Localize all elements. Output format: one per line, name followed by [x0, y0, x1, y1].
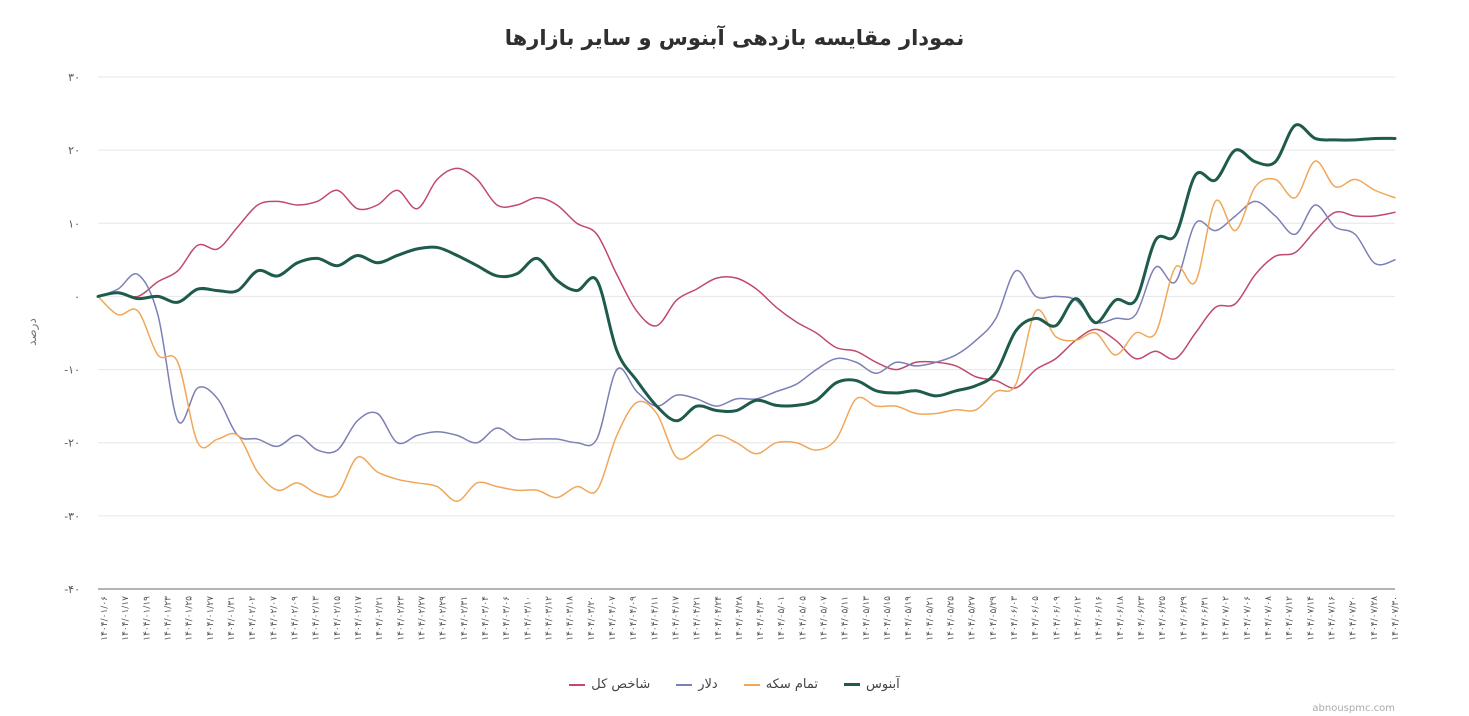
- x-tick-label: ۱۴۰۴/۰۵/۱۳: [862, 596, 872, 641]
- y-tick-label: ۰: [74, 290, 80, 303]
- x-tick-label: ۱۴۰۴/۰۶/۰۵: [1031, 596, 1041, 641]
- y-tick-label: -۳۰: [64, 510, 80, 523]
- x-tick-label: ۱۴۰۴/۰۲/۱۷: [354, 596, 364, 641]
- x-axis-ticks: ۱۴۰۴/۰۱/۰۶ ۱۴۰۴/۰۱/۱۷ ۱۴۰۴/۰۱/۱۹ ۱۴۰۴/۰۱/۲۳…: [100, 596, 1401, 641]
- y-axis-ticks: ۳۰ ۲۰ ۱۰ ۰ -۱۰ -۲۰ -۳۰ -۴۰: [64, 71, 80, 596]
- x-tick-label: ۱۴۰۴/۰۲/۱۵: [333, 596, 343, 641]
- x-tick-label: ۱۴۰۴/۰۶/۲۹: [1179, 596, 1189, 641]
- x-tick-label: ۱۴۰۴/۰۶/۱۸: [1116, 596, 1126, 641]
- chart-title: نمودار مقایسه بازدهی آبنوس و سایر بازاره…: [504, 26, 965, 50]
- x-tick-label: ۱۴۰۴/۰۴/۲۱: [693, 596, 703, 641]
- x-tick-label: ۱۴۰۴/۰۲/۰۲: [248, 596, 258, 641]
- legend-swatch-icon: [743, 683, 760, 686]
- x-tick-label: ۱۴۰۴/۰۶/۱۲: [1074, 596, 1084, 641]
- legend: آبنوس تمام سکه دلار شاخص کل: [0, 677, 1469, 692]
- y-tick-label: ۲۰: [68, 144, 80, 157]
- x-tick-label: ۱۴۰۴/۰۱/۲۵: [185, 596, 195, 641]
- x-tick-label: ۱۴۰۴/۰۴/۱۱: [650, 596, 660, 641]
- legend-swatch-icon: [676, 683, 693, 686]
- x-tick-label: ۱۴۰۴/۰۵/۲۱: [925, 596, 935, 641]
- x-tick-label: ۱۴۰۴/۰۷/۱۶: [1328, 596, 1338, 641]
- x-tick-label: ۱۴۰۴/۰۴/۰۹: [629, 596, 639, 641]
- x-tick-label: ۱۴۰۴/۰۲/۲۹: [439, 596, 449, 641]
- x-tick-label: ۱۴۰۴/۰۲/۲۷: [417, 596, 427, 641]
- y-tick-label: -۴۰: [64, 583, 80, 596]
- x-tick-label: ۱۴۰۴/۰۲/۲۳: [396, 596, 406, 641]
- series-line-index: [97, 167, 1396, 389]
- x-tick-label: ۱۴۰۴/۰۳/۰۶: [502, 596, 512, 641]
- legend-item-coin[interactable]: تمام سکه: [743, 677, 819, 692]
- y-tick-label: ۳۰: [68, 71, 80, 84]
- x-tick-label: ۱۴۰۴/۰۵/۲۵: [947, 596, 957, 641]
- legend-label: تمام سکه: [765, 677, 819, 692]
- x-tick-label: ۱۴۰۴/۰۳/۰۴: [481, 596, 491, 641]
- x-tick-label: ۱۴۰۴/۰۷/۳۰: [1391, 596, 1401, 641]
- series-line-dollar: [97, 200, 1396, 454]
- legend-item-abnous[interactable]: آبنوس: [844, 677, 900, 692]
- y-tick-label: ۱۰: [68, 217, 80, 230]
- x-tick-label: ۱۴۰۴/۰۷/۰۸: [1264, 596, 1274, 641]
- x-tick-label: ۱۴۰۴/۰۵/۲۹: [989, 596, 999, 641]
- x-tick-label: ۱۴۰۴/۰۷/۱۲: [1285, 596, 1295, 641]
- x-tick-label: ۱۴۰۴/۰۷/۰۶: [1243, 596, 1253, 641]
- x-tick-label: ۱۴۰۴/۰۴/۲۸: [735, 596, 745, 641]
- legend-item-index[interactable]: شاخص کل: [569, 677, 650, 692]
- legend-swatch-icon: [569, 683, 586, 686]
- x-tick-label: ۱۴۰۴/۰۳/۱۲: [544, 596, 554, 641]
- x-tick-label: ۱۴۰۴/۰۵/۱۵: [883, 596, 893, 641]
- x-tick-label: ۱۴۰۴/۰۱/۲۳: [163, 596, 173, 641]
- x-tick-label: ۱۴۰۴/۰۱/۳۱: [227, 596, 237, 641]
- x-tick-label: ۱۴۰۴/۰۶/۳۱: [1201, 596, 1211, 641]
- x-tick-label: ۱۴۰۴/۰۵/۰۱: [777, 596, 787, 641]
- x-tick-label: ۱۴۰۴/۰۶/۱۶: [1095, 596, 1105, 641]
- x-tick-label: ۱۴۰۴/۰۵/۱۹: [904, 596, 914, 641]
- x-tick-label: ۱۴۰۴/۰۶/۲۳: [1137, 596, 1147, 641]
- x-tick-label: ۱۴۰۴/۰۵/۰۷: [820, 596, 830, 641]
- x-tick-label: ۱۴۰۴/۰۵/۲۷: [968, 596, 978, 641]
- series-line-abnous: [96, 123, 1397, 423]
- x-tick-label: ۱۴۰۴/۰۷/۲۰: [1349, 596, 1359, 641]
- gridlines: [98, 76, 1395, 517]
- series-lines: [96, 123, 1397, 502]
- x-tick-label: ۱۴۰۴/۰۳/۲۰: [587, 596, 597, 641]
- y-axis-label: درصد: [25, 318, 40, 346]
- x-tick-label: ۱۴۰۴/۰۵/۱۱: [841, 596, 851, 641]
- x-tick-label: ۱۴۰۴/۰۴/۱۷: [671, 596, 681, 641]
- legend-label: دلار: [698, 677, 718, 692]
- x-tick-label: ۱۴۰۴/۰۴/۲۴: [714, 596, 724, 641]
- legend-label: شاخص کل: [591, 677, 651, 692]
- x-tick-label: ۱۴۰۴/۰۲/۳۱: [460, 596, 470, 641]
- x-tick-label: ۱۴۰۴/۰۶/۲۵: [1158, 596, 1168, 641]
- x-tick-label: ۱۴۰۴/۰۴/۳۰: [756, 596, 766, 641]
- x-tick-label: ۱۴۰۴/۰۲/۲۱: [375, 596, 385, 641]
- y-tick-label: -۱۰: [64, 364, 80, 377]
- x-tick-label: ۱۴۰۴/۰۷/۱۴: [1306, 596, 1316, 641]
- x-tick-label: ۱۴۰۴/۰۱/۰۶: [100, 596, 110, 641]
- legend-label: آبنوس: [866, 677, 900, 692]
- y-tick-label: -۲۰: [64, 437, 80, 450]
- x-tick-label: ۱۴۰۴/۰۶/۰۹: [1052, 596, 1062, 641]
- x-tick-label: ۱۴۰۴/۰۳/۱۸: [566, 596, 576, 641]
- legend-swatch-icon: [844, 683, 861, 686]
- x-tick-label: ۱۴۰۴/۰۲/۱۳: [312, 596, 322, 641]
- x-tick-label: ۱۴۰۴/۰۷/۲۸: [1370, 596, 1380, 641]
- x-tick-label: ۱۴۰۴/۰۷/۰۲: [1222, 596, 1232, 641]
- x-tick-label: ۱۴۰۴/۰۱/۲۷: [206, 596, 216, 641]
- legend-item-dollar[interactable]: دلار: [676, 677, 718, 692]
- x-tick-label: ۱۴۰۴/۰۴/۰۷: [608, 596, 618, 641]
- x-tick-label: ۱۴۰۴/۰۶/۰۳: [1010, 596, 1020, 641]
- x-tick-label: ۱۴۰۴/۰۲/۰۹: [290, 596, 300, 641]
- x-tick-label: ۱۴۰۴/۰۳/۱۰: [523, 596, 533, 641]
- x-tick-label: ۱۴۰۴/۰۱/۱۷: [121, 596, 131, 641]
- x-tick-label: ۱۴۰۴/۰۵/۰۵: [798, 596, 808, 641]
- x-tick-label: ۱۴۰۴/۰۱/۱۹: [142, 596, 152, 641]
- watermark: abnouspmc.com: [1312, 703, 1395, 714]
- series-line-coin: [97, 160, 1396, 502]
- x-tick-label: ۱۴۰۴/۰۲/۰۷: [269, 596, 279, 641]
